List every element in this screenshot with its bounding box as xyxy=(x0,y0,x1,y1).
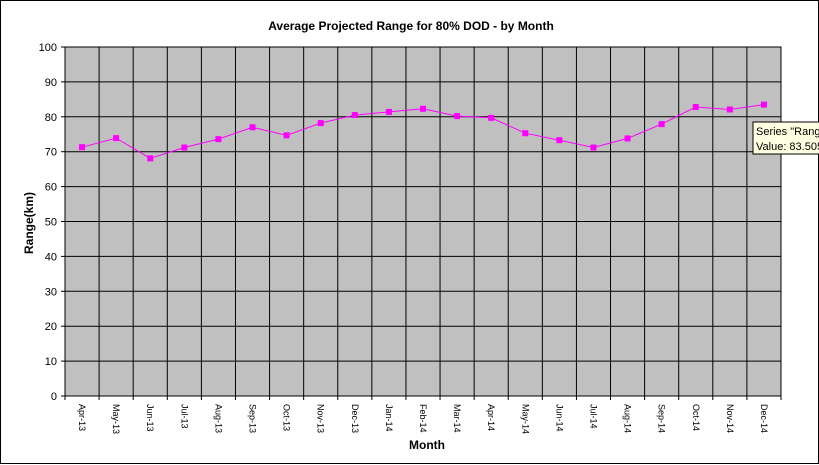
x-tick-label: Nov-14 xyxy=(725,404,735,433)
x-tick-label: Sep-14 xyxy=(657,404,667,433)
x-axis: Apr-13 May-13 Jun-13 Jul-13 Aug-13 Sep-13 Oct-… xyxy=(64,396,782,434)
x-tick-label: Apr-14 xyxy=(486,404,496,431)
chart-title: Average Projected Range for 80% DOD - by… xyxy=(268,19,554,33)
x-tick-label: May-14 xyxy=(520,404,530,434)
data-point-marker[interactable] xyxy=(147,155,154,162)
x-tick-label: Oct-14 xyxy=(691,404,701,431)
y-tick-label: 100 xyxy=(39,42,57,54)
data-point-marker[interactable] xyxy=(488,114,495,121)
x-tick-label: Jun-14 xyxy=(554,404,564,432)
x-tick-label: Sep-13 xyxy=(248,404,258,433)
y-tick-label: 20 xyxy=(45,321,57,333)
x-tick-label: Apr-13 xyxy=(77,404,87,431)
data-point-marker[interactable] xyxy=(79,144,86,151)
tooltip-line-2: Value: 83.505 xyxy=(756,141,819,153)
x-tick-label: Nov-13 xyxy=(316,404,326,433)
data-point-marker[interactable] xyxy=(317,120,324,127)
y-tick-label: 90 xyxy=(45,77,57,89)
data-point-marker[interactable] xyxy=(181,144,188,151)
grid-lines xyxy=(65,46,781,397)
x-tick-label: Feb-14 xyxy=(418,404,428,433)
x-tick-label: Oct-13 xyxy=(282,404,292,431)
tooltip-line-1: Series "Range xyxy=(756,126,819,138)
x-tick-label: Jun-13 xyxy=(145,404,155,432)
y-tick-label: 40 xyxy=(45,251,57,263)
y-tick-label: 0 xyxy=(51,391,57,403)
y-tick-label: 30 xyxy=(45,286,57,298)
data-point-marker[interactable] xyxy=(556,137,563,144)
data-point-marker[interactable] xyxy=(726,106,733,113)
x-tick-label: Jan-14 xyxy=(384,404,394,432)
y-tick-label: 50 xyxy=(45,217,57,229)
data-point-marker[interactable] xyxy=(420,105,426,112)
data-point-marker[interactable] xyxy=(249,124,256,131)
data-point-marker[interactable] xyxy=(454,113,461,120)
tooltip-box xyxy=(752,121,819,155)
data-point-marker[interactable] xyxy=(215,136,222,143)
x-tick-label: Aug-14 xyxy=(623,404,633,433)
x-tick-label: Aug-13 xyxy=(213,404,223,433)
data-point-marker[interactable] xyxy=(385,108,392,115)
x-tick-label: Jul-14 xyxy=(588,404,598,429)
x-axis-title: Month xyxy=(409,438,445,452)
data-point-marker[interactable] xyxy=(590,144,597,151)
data-point-marker[interactable] xyxy=(624,135,631,142)
data-point-marker[interactable] xyxy=(283,132,290,139)
y-axis-title: Range(km) xyxy=(22,192,36,254)
y-tick-label: 80 xyxy=(45,112,57,124)
series-range xyxy=(79,101,767,162)
data-tooltip: Series "Range Value: 83.505 xyxy=(752,121,819,155)
y-tick-label: 70 xyxy=(45,147,57,159)
data-point-marker[interactable] xyxy=(351,112,358,119)
x-tick-label: Jul-13 xyxy=(179,404,189,429)
y-tick-label: 10 xyxy=(45,356,57,368)
x-tick-label: Dec-14 xyxy=(759,404,769,433)
data-point-marker[interactable] xyxy=(760,101,767,108)
data-point-marker[interactable] xyxy=(692,104,699,111)
y-axis: 0 10 20 30 40 50 60 70 80 90 100 xyxy=(39,42,65,403)
x-tick-label: May-13 xyxy=(111,404,121,434)
data-point-marker[interactable] xyxy=(522,130,529,137)
x-tick-label: Mar-14 xyxy=(452,404,462,433)
data-point-marker[interactable] xyxy=(113,135,120,142)
y-tick-label: 60 xyxy=(45,182,57,194)
data-point-marker[interactable] xyxy=(658,121,665,128)
x-tick-label: Dec-13 xyxy=(350,404,360,433)
